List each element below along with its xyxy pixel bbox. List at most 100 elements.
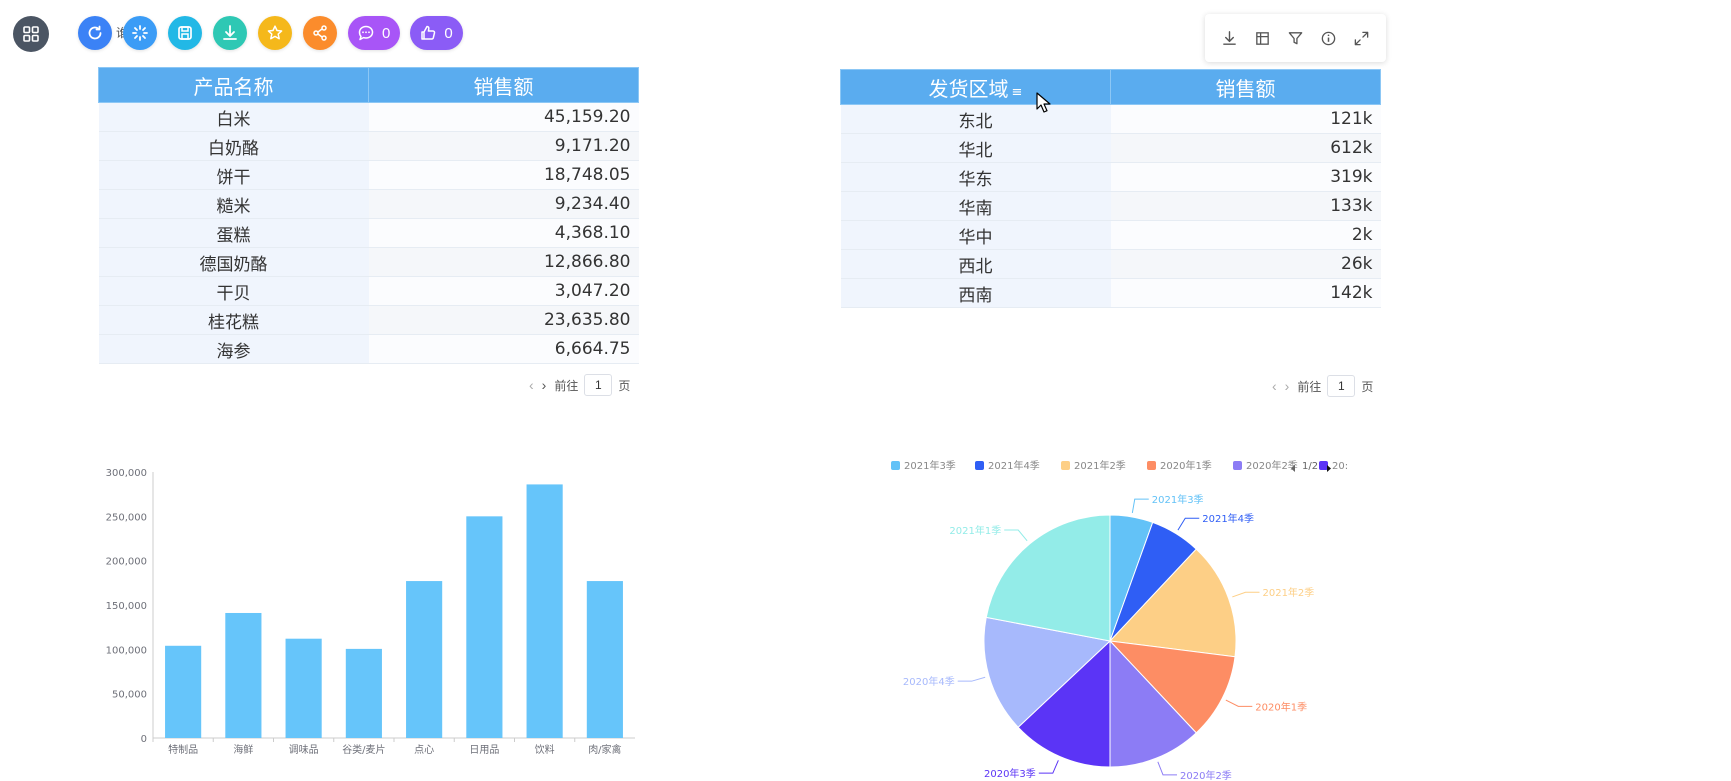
- bar[interactable]: [285, 638, 322, 738]
- table-settings-button[interactable]: [1252, 27, 1274, 49]
- slice-label-line: [1232, 591, 1260, 598]
- next-page-button[interactable]: ›: [1284, 378, 1290, 394]
- mouse-cursor-icon: [1036, 92, 1051, 113]
- save-icon: [178, 26, 192, 40]
- pie-slice[interactable]: [985, 514, 1111, 642]
- pie-slice[interactable]: [983, 616, 1112, 728]
- sales-value-cell: 12,866.80: [368, 247, 639, 277]
- column-header-sales[interactable]: 销售额: [368, 67, 639, 103]
- table-header-row: 发货区域 ≡ 销售额: [840, 69, 1381, 105]
- sales-value-cell: 6,664.75: [368, 334, 639, 364]
- table-row[interactable]: 白奶酪 9,171.20: [98, 131, 639, 161]
- fullscreen-icon: [1354, 31, 1369, 45]
- table-row[interactable]: 西南 142k: [840, 278, 1381, 308]
- grid-icon: [23, 26, 39, 42]
- pie-slice[interactable]: [1109, 639, 1197, 768]
- legend-swatch: [1147, 461, 1156, 470]
- legend-item[interactable]: 2020年2季: [1233, 459, 1298, 472]
- legend-item[interactable]: 2021年3季: [891, 459, 956, 472]
- table-row[interactable]: 海参 6,664.75: [98, 334, 639, 364]
- legend-label: 20:: [1332, 461, 1348, 472]
- row-label-cell: 白奶酪: [98, 131, 369, 161]
- share-button[interactable]: [303, 16, 337, 50]
- column-header-region-label: 发货区域: [928, 76, 1009, 101]
- fullscreen-button[interactable]: [1351, 27, 1373, 49]
- row-label-cell: 华中: [840, 220, 1111, 250]
- page-number-input[interactable]: 1: [584, 374, 613, 396]
- table-row[interactable]: 干贝 3,047.20: [98, 276, 639, 306]
- bar[interactable]: [165, 645, 202, 738]
- legend-item[interactable]: 20:: [1319, 461, 1348, 472]
- favorite-button[interactable]: [258, 16, 292, 50]
- table-row[interactable]: 华中 2k: [840, 220, 1381, 250]
- pie-slice[interactable]: [1108, 548, 1237, 658]
- legend-label: 2021年3季: [904, 459, 956, 472]
- app-menu-button[interactable]: [13, 16, 49, 52]
- slice-label-line: [1004, 529, 1028, 542]
- x-tick-label: 日用品: [469, 744, 499, 756]
- table-row[interactable]: 德国奶酪 12,866.80: [98, 247, 639, 277]
- refresh-icon: [88, 25, 102, 40]
- row-label-cell: 糙米: [98, 189, 369, 219]
- sort-menu-icon[interactable]: ≡: [1011, 84, 1023, 100]
- row-label-cell: 德国奶酪: [98, 247, 369, 277]
- slice-label: 2021年1季: [949, 524, 1001, 537]
- column-header-sales[interactable]: 销售额: [1110, 69, 1381, 105]
- table-row[interactable]: 糙米 9,234.40: [98, 189, 639, 219]
- bar[interactable]: [345, 648, 382, 738]
- legend-item[interactable]: 2021年4季: [975, 459, 1040, 472]
- table-row[interactable]: 饼干 18,748.05: [98, 160, 639, 190]
- table-row[interactable]: 白米 45,159.20: [98, 102, 639, 132]
- table-panel-toolbar: [1205, 14, 1386, 62]
- product-sales-table: 产品名称 销售额 白米 45,159.20 白奶酪 9,171.20 饼干 18,748.…: [98, 67, 639, 364]
- bar[interactable]: [586, 581, 623, 738]
- sales-value-cell: 45,159.20: [368, 102, 639, 132]
- export-button[interactable]: [1219, 27, 1241, 49]
- table-settings-icon: [1256, 31, 1269, 45]
- legend-prev-icon[interactable]: [1291, 465, 1295, 472]
- sales-value-cell: 2k: [1110, 220, 1381, 250]
- bar[interactable]: [466, 516, 503, 738]
- table-row[interactable]: 桂花糕 23,635.80: [98, 305, 639, 335]
- page-number-input[interactable]: 1: [1327, 375, 1356, 397]
- legend-item[interactable]: 2021年2季: [1061, 459, 1126, 472]
- legend-item[interactable]: 2020年1季: [1147, 459, 1212, 472]
- info-icon: [1321, 31, 1336, 45]
- sales-value-cell: 23,635.80: [368, 305, 639, 335]
- refresh-button[interactable]: [78, 16, 112, 50]
- table-row[interactable]: 西北 26k: [840, 249, 1381, 279]
- info-button[interactable]: [1318, 27, 1340, 49]
- column-header-region[interactable]: 发货区域 ≡: [840, 69, 1111, 105]
- x-tick-label: 调味品: [289, 744, 319, 756]
- y-tick-label: 300,000: [106, 468, 147, 479]
- pie-slice[interactable]: [1108, 640, 1236, 734]
- download-button[interactable]: [213, 16, 247, 50]
- prev-page-button[interactable]: ‹: [529, 377, 534, 393]
- save-button[interactable]: [168, 16, 202, 50]
- loading-button[interactable]: [123, 16, 157, 50]
- comment-button[interactable]: 0: [348, 16, 401, 50]
- table-row[interactable]: 华南 133k: [840, 191, 1381, 221]
- legend-label: 2020年1季: [1160, 459, 1212, 472]
- slice-label-line: [957, 676, 986, 682]
- pie-slice[interactable]: [1017, 639, 1111, 768]
- column-header-product[interactable]: 产品名称: [98, 67, 369, 103]
- next-page-button[interactable]: ›: [541, 377, 547, 393]
- bar[interactable]: [526, 484, 563, 738]
- goto-label: 前往: [1297, 379, 1322, 394]
- like-button[interactable]: 0: [410, 16, 463, 50]
- legend-next-icon[interactable]: [1327, 465, 1331, 472]
- legend-label: 2020年2季: [1246, 459, 1298, 472]
- table-row[interactable]: 华东 319k: [840, 162, 1381, 192]
- sales-value-cell: 26k: [1110, 249, 1381, 279]
- row-label-cell: 桂花糕: [98, 305, 369, 335]
- table-row[interactable]: 华北 612k: [840, 133, 1381, 163]
- bar[interactable]: [406, 581, 443, 738]
- bar[interactable]: [225, 612, 262, 738]
- row-label-cell: 华南: [840, 191, 1111, 221]
- slice-label: 2021年4季: [1202, 512, 1254, 525]
- prev-page-button[interactable]: ‹: [1272, 378, 1277, 394]
- table-row[interactable]: 蛋糕 4,368.10: [98, 218, 639, 248]
- filter-button[interactable]: [1285, 27, 1307, 49]
- table-row[interactable]: 东北 121k: [840, 104, 1381, 134]
